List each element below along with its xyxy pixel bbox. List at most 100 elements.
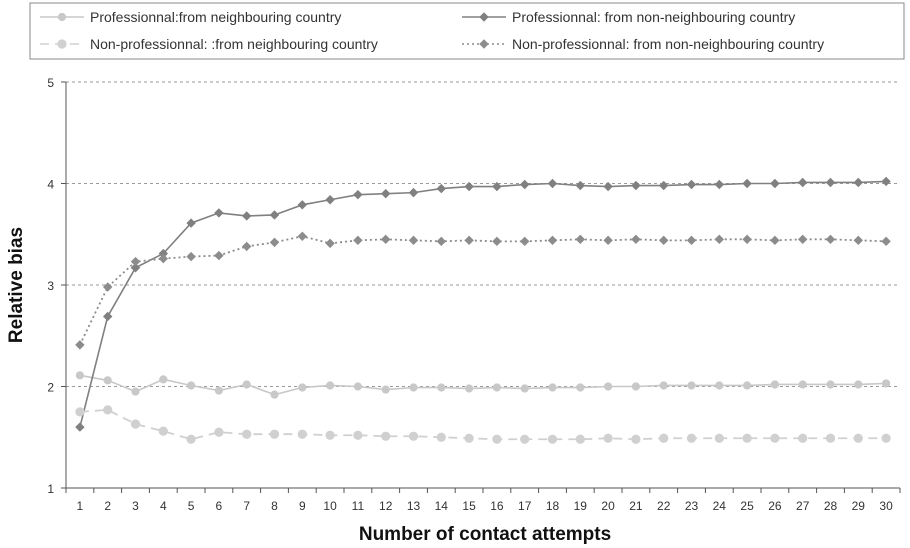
series-1-point-24	[715, 381, 724, 390]
series-1-point-1	[75, 371, 85, 380]
series-4-point-22	[658, 235, 669, 246]
legend-label-2: Professionnal: from non-neighbouring cou…	[512, 9, 795, 25]
series-1-point-14	[437, 383, 446, 392]
series-2-point-19	[575, 180, 586, 191]
series-3-point-1	[75, 407, 85, 417]
series-2-point-8	[269, 210, 280, 220]
series-1-point-5	[187, 381, 196, 390]
series-2-point-29	[853, 177, 864, 188]
series-2-point-24	[714, 179, 725, 190]
x-tick-label-4: 4	[160, 499, 167, 513]
y-tick-label-5: 5	[47, 76, 54, 90]
series-4-point-24	[714, 234, 725, 245]
x-tick-label-22: 22	[657, 499, 671, 513]
series-1-point-26	[770, 380, 780, 389]
x-tick-label-10: 10	[323, 499, 337, 513]
series-4-point-10	[325, 238, 335, 249]
series-4-point-4	[158, 253, 169, 264]
series-1-point-29	[854, 380, 863, 389]
legend-item-2: Professionnal: from non-neighbouring cou…	[462, 9, 795, 25]
series-4-point-12	[380, 234, 391, 245]
series-3-point-23	[686, 433, 697, 443]
series-1-point-9	[298, 383, 307, 392]
legend: Professionnal:from neighbouring country P…	[29, 2, 905, 60]
x-tick-label-2: 2	[104, 499, 111, 513]
series-2-point-6	[214, 208, 224, 218]
legend-marker-3	[57, 39, 67, 49]
x-tick-label-3: 3	[132, 499, 139, 513]
series-1-point-4	[159, 375, 168, 384]
grid	[66, 81, 900, 387]
series-1-point-30	[882, 379, 891, 388]
series-4-point-29	[853, 235, 864, 246]
series-2-point-16	[492, 181, 502, 192]
series-1-point-16	[492, 383, 501, 392]
series-3-point-16	[492, 434, 502, 444]
legend-label-3: Non-professionnal: :from neighbouring co…	[90, 36, 378, 52]
series-3-point-20	[603, 433, 613, 443]
x-tick-label-18: 18	[546, 499, 560, 513]
series-2-point-28	[825, 177, 836, 188]
series-3-point-2	[103, 405, 113, 415]
series-3-point-5	[186, 434, 196, 444]
series-3-point-9	[297, 429, 307, 439]
x-tick-label-9: 9	[299, 499, 306, 513]
series-2-point-9	[297, 200, 308, 210]
series-2-point-11	[353, 189, 363, 200]
legend-marker-2	[479, 12, 489, 22]
series-1	[75, 371, 891, 399]
series-1-point-18	[548, 383, 557, 392]
series-4-point-8	[269, 237, 280, 248]
x-tick-label-21: 21	[629, 499, 643, 513]
x-tick-label-6: 6	[216, 499, 223, 513]
x-tick-label-5: 5	[188, 499, 195, 513]
series-1-point-19	[576, 383, 585, 392]
series-2-point-5	[186, 218, 196, 228]
series-2-point-30	[881, 176, 891, 187]
series-4-point-13	[408, 235, 419, 246]
series-2-point-2	[102, 311, 113, 322]
series-4-point-16	[492, 236, 502, 247]
series-3-point-18	[547, 434, 558, 444]
series-1-point-27	[798, 380, 807, 389]
series-3	[75, 405, 891, 444]
series-4-point-11	[353, 235, 363, 246]
y-tick-label-1: 1	[47, 482, 54, 496]
series-1-point-12	[381, 385, 390, 394]
series-4-point-5	[186, 251, 196, 262]
series-2-point-15	[464, 181, 474, 192]
series-4-point-15	[464, 235, 474, 246]
series-3-point-3	[130, 419, 141, 429]
y-tick-label-3: 3	[47, 279, 54, 293]
x-tick-label-27: 27	[796, 499, 810, 513]
series-3-point-7	[242, 429, 252, 439]
series-4-point-23	[686, 235, 697, 246]
series-1-point-2	[103, 376, 112, 385]
legend-item-3: Non-professionnal: :from neighbouring co…	[40, 36, 378, 52]
series-2-point-12	[380, 188, 391, 199]
series-2-point-22	[658, 180, 669, 191]
series-4-point-18	[547, 235, 558, 246]
series-1-point-20	[604, 382, 613, 391]
legend-marker-1	[57, 12, 67, 22]
x-tick-label-13: 13	[407, 499, 421, 513]
series-3-point-11	[353, 430, 363, 440]
x-axis-title: Number of contact attempts	[359, 524, 611, 545]
series-3-point-6	[214, 427, 224, 437]
series-3-point-15	[464, 433, 474, 443]
series-3-point-29	[853, 433, 863, 443]
x-tick-label-17: 17	[518, 499, 532, 513]
x-tick-label-20: 20	[601, 499, 615, 513]
x-tick-label-28: 28	[824, 499, 838, 513]
series-4-point-9	[297, 231, 308, 241]
series-2-point-14	[436, 183, 447, 194]
series-4-point-19	[575, 234, 586, 245]
series-2-point-13	[408, 187, 419, 198]
series-line-3	[79, 408, 887, 441]
series-1-point-11	[353, 382, 362, 391]
series-1-point-13	[409, 383, 418, 392]
series-4-point-7	[241, 241, 252, 252]
series-2-point-10	[325, 195, 335, 205]
series-3-point-8	[269, 429, 280, 439]
series-3-point-17	[520, 434, 530, 444]
